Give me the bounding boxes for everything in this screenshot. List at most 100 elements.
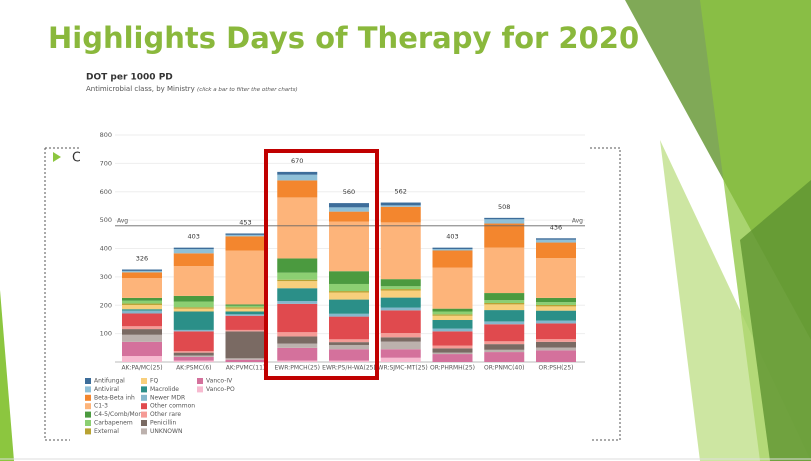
- deco: [0, 290, 14, 461]
- legend-swatch: [85, 428, 91, 435]
- bar-segment: [173, 295, 214, 302]
- bar-segment: [122, 334, 162, 342]
- bar-segment: [536, 297, 576, 303]
- legend-label: Vanco-PO: [206, 386, 235, 393]
- bar-segment: [122, 329, 162, 335]
- total-label: 326: [136, 254, 148, 262]
- bar-segment: [277, 174, 318, 181]
- chart-subtitle: Antimicrobial class, by Ministry (click …: [86, 85, 298, 93]
- bar-segment: [329, 291, 369, 293]
- bar-segment: [173, 266, 214, 296]
- x-tick-label: EWR:PMCH(25): [274, 365, 320, 372]
- legend-label: Antiviral: [94, 386, 119, 393]
- x-tick-label: OR:PNMC(40): [484, 365, 525, 372]
- bar-segment: [173, 249, 214, 254]
- bar-segment: [484, 310, 525, 322]
- bar-segment: [432, 250, 473, 268]
- total-label: 403: [446, 233, 458, 241]
- bar-segment: [173, 247, 214, 250]
- bar-segment: [380, 222, 421, 280]
- bar-segment: [173, 355, 214, 357]
- bullet-text: C: [72, 151, 81, 166]
- bar-segment: [329, 271, 369, 284]
- bar-segment: [484, 219, 525, 224]
- x-tick-label: EWR:SJMC-MT(25): [374, 365, 428, 372]
- bar-segment: [536, 238, 576, 240]
- slide-title: Highlights Days of Therapy for 2020: [48, 21, 639, 55]
- bar-segment: [484, 321, 525, 325]
- bar-segment: [329, 344, 369, 350]
- bar-segment: [380, 333, 421, 338]
- bar-segment: [432, 328, 473, 332]
- bar-segment: [173, 352, 214, 356]
- placeholder-box: [44, 147, 621, 441]
- bar-segment: [329, 299, 369, 314]
- legend-label: External: [94, 428, 119, 435]
- bullet: [53, 152, 61, 162]
- bar-segment: [277, 336, 318, 344]
- bar-segment: [484, 302, 525, 305]
- bar-segment: [173, 308, 214, 312]
- bar-segment: [225, 308, 266, 312]
- bar-segment: [122, 278, 162, 298]
- subtitle-note: (click a bar to filter the other charts): [197, 87, 298, 93]
- bar-segment: [484, 352, 525, 362]
- legend-label: Other rare: [150, 411, 181, 418]
- y-tick-label: 700: [100, 159, 112, 167]
- bar-segment: [380, 307, 421, 311]
- legend-swatch: [141, 428, 147, 435]
- bar-segment: [536, 347, 576, 351]
- bar-segment: [484, 300, 525, 303]
- bar-segment: [380, 289, 421, 291]
- legend-label: FQ: [150, 378, 158, 385]
- bar-segment: [380, 206, 421, 223]
- bar-segment: [329, 342, 369, 345]
- legend-label: Macrolide: [150, 386, 179, 393]
- bar-segment: [225, 331, 266, 359]
- bar-segment: [225, 236, 266, 251]
- bar-segment: [173, 356, 214, 361]
- bar-segment: [432, 249, 473, 251]
- x-tick-label: AK:PSMC(6): [176, 365, 211, 372]
- bar-segment: [380, 349, 421, 358]
- bar-segment: [329, 360, 369, 362]
- bar-segment: [432, 348, 473, 353]
- bar-segment: [173, 311, 214, 330]
- bar-segment: [432, 315, 473, 321]
- total-label: 436: [550, 223, 562, 231]
- bar-segment: [432, 352, 473, 355]
- bar-segment: [536, 310, 576, 321]
- bar-segment: [173, 360, 214, 362]
- bar-segment: [225, 307, 266, 309]
- bar-segment: [380, 337, 421, 342]
- legend-swatch: [197, 378, 203, 384]
- y-tick-label: 200: [100, 301, 112, 309]
- chart-title: DOT per 1000 PD: [86, 73, 173, 83]
- y-tick-label: 100: [100, 330, 112, 338]
- bar-segment: [225, 234, 266, 237]
- total-label: 403: [188, 233, 200, 241]
- bar-segment: [173, 307, 214, 309]
- x-tick-label: AK:PVMC(11): [226, 365, 265, 372]
- legend-swatch: [141, 420, 147, 426]
- legend-label: Other common: [150, 403, 195, 410]
- bar-segment: [380, 205, 421, 207]
- bar-segment: [122, 309, 162, 311]
- legend-label: Vanco-IV: [206, 378, 233, 385]
- bar-segment: [536, 323, 576, 340]
- bar-segment: [329, 349, 369, 361]
- bar-segment: [277, 197, 318, 259]
- bar-segment: [277, 303, 318, 333]
- bar-segment: [225, 329, 266, 332]
- bar-segment: [277, 180, 318, 198]
- bar-segment: [380, 297, 421, 308]
- bar-segment: [122, 303, 162, 305]
- legend-swatch: [197, 386, 203, 393]
- bar-segment: [277, 279, 318, 282]
- bar-segment: [484, 247, 525, 294]
- bar-segment: [484, 293, 525, 301]
- bar-segment: [277, 272, 318, 280]
- bar-segment: [536, 306, 576, 311]
- legend-label: Carbapenem: [94, 420, 133, 427]
